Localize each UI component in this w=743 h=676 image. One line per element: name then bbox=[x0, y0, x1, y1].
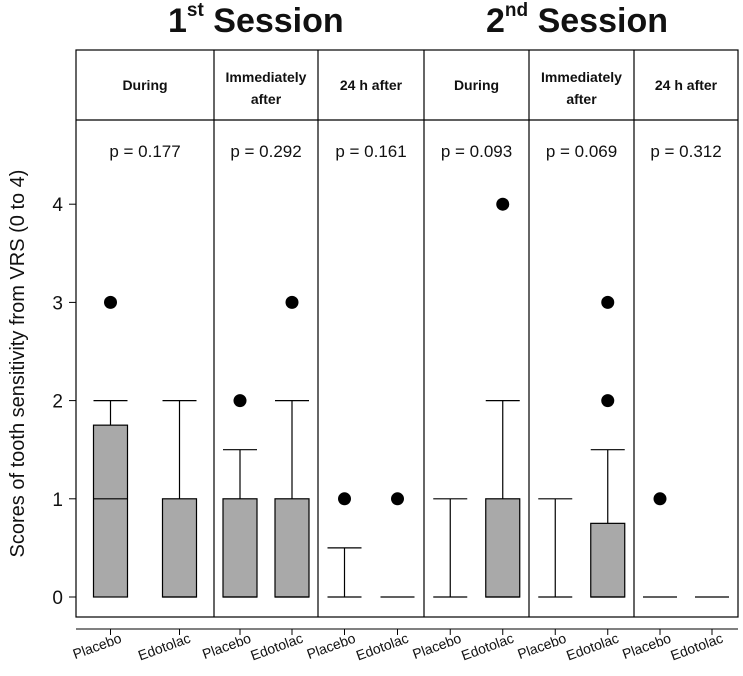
x-tick-label-edotolac: Edotolac bbox=[136, 630, 193, 664]
p-value-label: p = 0.093 bbox=[441, 142, 512, 161]
outlier-point-edotolac bbox=[496, 197, 510, 211]
y-axis-label: Scores of tooth sensitivity from VRS (0 … bbox=[7, 170, 29, 558]
x-tick-label-edotolac: Edotolac bbox=[459, 630, 516, 664]
y-tick-label: 3 bbox=[52, 293, 63, 314]
outlier-point-edotolac bbox=[391, 492, 404, 506]
x-tick-label-edotolac: Edotolac bbox=[668, 630, 725, 664]
x-tick-label-placebo: Placebo bbox=[200, 630, 253, 662]
outlier-point-placebo bbox=[233, 394, 247, 408]
session-title-1: 1st Session bbox=[168, 0, 344, 41]
panel-header-line2: after bbox=[251, 91, 282, 107]
panel-header: 24 h after bbox=[340, 77, 403, 93]
panel-header: During bbox=[454, 77, 499, 93]
box-edotolac bbox=[485, 498, 521, 598]
session-suffix-1: st bbox=[186, 0, 204, 21]
p-value-label: p = 0.177 bbox=[109, 142, 180, 161]
plot-frame bbox=[75, 49, 739, 618]
session-suffix-2: nd bbox=[504, 0, 529, 21]
outlier-point-edotolac bbox=[601, 394, 615, 408]
x-tick-label-placebo: Placebo bbox=[620, 630, 673, 662]
y-tick-label: 2 bbox=[52, 392, 63, 413]
y-tick-label: 0 bbox=[52, 588, 63, 609]
panel-header-line2: after bbox=[566, 91, 597, 107]
session-number-2: 2 bbox=[486, 2, 505, 40]
panel-header-line1: Immediately bbox=[226, 69, 307, 85]
x-tick-label-edotolac: Edotolac bbox=[354, 630, 411, 664]
p-value-label: p = 0.292 bbox=[230, 142, 301, 161]
box-edotolac bbox=[161, 498, 198, 598]
box-edotolac bbox=[590, 522, 626, 598]
outlier-point-placebo bbox=[338, 492, 351, 506]
x-tick-label-edotolac: Edotolac bbox=[248, 630, 305, 664]
session-number-1: 1 bbox=[168, 2, 187, 40]
y-tick-label: 4 bbox=[52, 195, 63, 216]
panel-header-line1: Immediately bbox=[541, 69, 622, 85]
p-value-label: p = 0.312 bbox=[650, 142, 721, 161]
outlier-point-edotolac bbox=[601, 295, 615, 309]
box-edotolac bbox=[274, 498, 310, 598]
x-tick-label-placebo: Placebo bbox=[515, 630, 568, 662]
box-placebo bbox=[222, 498, 258, 598]
x-tick-label-edotolac: Edotolac bbox=[564, 630, 621, 664]
outlier-point-placebo bbox=[653, 492, 667, 506]
session-label-2: Session bbox=[537, 2, 668, 40]
outlier-point-edotolac bbox=[285, 295, 299, 309]
p-value-label: p = 0.069 bbox=[546, 142, 617, 161]
x-tick-label-placebo: Placebo bbox=[305, 630, 358, 662]
outlier-point-placebo bbox=[104, 295, 117, 309]
p-value-label: p = 0.161 bbox=[335, 142, 406, 161]
y-tick-label: 1 bbox=[52, 490, 63, 511]
session-label-1: Session bbox=[213, 2, 344, 40]
panel-header: 24 h after bbox=[655, 77, 718, 93]
box-placebo bbox=[92, 424, 129, 598]
panel-header: During bbox=[122, 77, 167, 93]
session-title-2: 2nd Session bbox=[486, 0, 668, 41]
x-tick-label-placebo: Placebo bbox=[71, 630, 124, 662]
x-tick-label-placebo: Placebo bbox=[410, 630, 463, 662]
